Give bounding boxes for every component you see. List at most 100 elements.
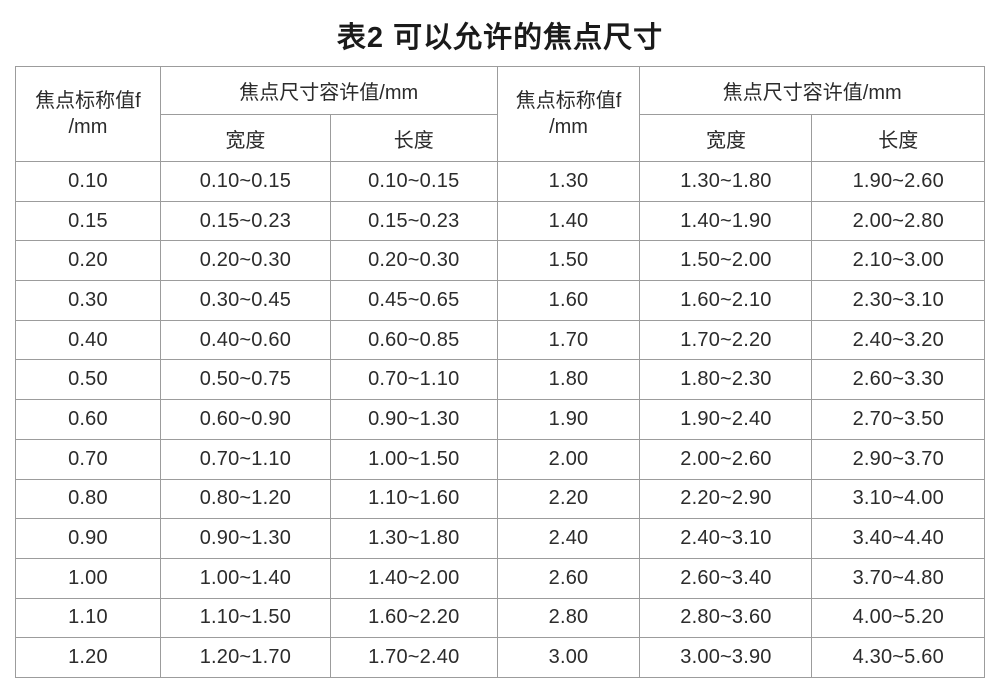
cell-length-left: 0.70~1.10	[329, 359, 498, 401]
cell-width-right: 1.80~2.30	[639, 359, 813, 401]
cell-length-right: 3.40~4.40	[811, 518, 985, 559]
cell-length-right: 3.10~4.00	[811, 478, 985, 520]
table-row: 0.50 0.50~0.75 0.70~1.10 1.80 1.80~2.30 2.60~…	[15, 359, 985, 401]
cell-width-left: 0.60~0.90	[159, 399, 331, 440]
cell-width-left: 0.10~0.15	[159, 161, 331, 202]
cell-nominal-left: 0.20	[15, 240, 161, 282]
cell-width-left: 1.20~1.70	[159, 637, 331, 678]
cell-length-right: 3.70~4.80	[811, 557, 985, 599]
header-tolerance-left: 焦点尺寸容许值/mm	[159, 66, 498, 115]
cell-width-right: 2.80~3.60	[639, 597, 813, 639]
cell-nominal-left: 0.40	[15, 319, 161, 361]
cell-length-left: 1.40~2.00	[329, 557, 498, 599]
cell-width-left: 0.40~0.60	[159, 319, 331, 361]
cell-length-left: 1.30~1.80	[329, 518, 498, 559]
cell-nominal-right: 1.90	[496, 399, 641, 440]
header-tolerance-right: 焦点尺寸容许值/mm	[639, 66, 985, 115]
cell-width-right: 1.60~2.10	[639, 280, 813, 321]
cell-width-right: 1.70~2.20	[639, 319, 813, 361]
header-width-right: 宽度	[639, 114, 813, 162]
cell-width-left: 1.00~1.40	[159, 557, 331, 599]
header-nominal-left-line2: /mm	[68, 116, 108, 138]
cell-length-right: 2.00~2.80	[811, 200, 985, 242]
table-row: 0.60 0.60~0.90 0.90~1.30 1.90 1.90~2.40 2.70~…	[15, 399, 985, 440]
cell-nominal-left: 0.10	[15, 161, 161, 202]
cell-width-right: 1.50~2.00	[639, 240, 813, 282]
cell-length-left: 0.45~0.65	[329, 280, 498, 321]
cell-width-left: 0.80~1.20	[159, 478, 331, 520]
cell-length-right: 2.60~3.30	[811, 359, 985, 401]
cell-nominal-right: 2.80	[496, 597, 641, 639]
table-row: 0.20 0.20~0.30 0.20~0.30 1.50 1.50~2.00 2.10~…	[15, 240, 985, 282]
cell-length-left: 1.70~2.40	[329, 637, 498, 678]
cell-width-left: 0.30~0.45	[159, 280, 331, 321]
cell-length-right: 2.90~3.70	[811, 438, 985, 480]
cell-length-left: 0.90~1.30	[329, 399, 498, 440]
cell-length-left: 0.60~0.85	[329, 319, 498, 361]
cell-nominal-right: 2.60	[496, 557, 641, 599]
cell-width-left: 0.20~0.30	[159, 240, 331, 282]
cell-nominal-right: 1.40	[496, 200, 641, 242]
cell-length-left: 0.10~0.15	[329, 161, 498, 202]
header-nominal-right-line2: /mm	[549, 116, 588, 138]
cell-nominal-left: 0.70	[15, 438, 161, 480]
cell-nominal-right: 2.00	[496, 438, 641, 480]
cell-length-left: 1.60~2.20	[329, 597, 498, 639]
cell-nominal-left: 0.80	[15, 478, 161, 520]
table-body: 0.10 0.10~0.15 0.10~0.15 1.30 1.30~1.80 1.90~…	[15, 161, 985, 678]
cell-nominal-right: 1.30	[496, 161, 641, 202]
cell-width-left: 0.70~1.10	[159, 438, 331, 480]
header-row-sub: 宽度 长度 宽度 长度	[16, 114, 985, 162]
table-row: 0.15 0.15~0.23 0.15~0.23 1.40 1.40~1.90 2.00~…	[15, 200, 985, 242]
table-row: 1.00 1.00~1.40 1.40~2.00 2.60 2.60~3.40 3.70~…	[15, 557, 985, 599]
table-row: 0.90 0.90~1.30 1.30~1.80 2.40 2.40~3.10 3.40~…	[15, 518, 985, 559]
cell-nominal-right: 1.80	[496, 359, 641, 401]
cell-length-right: 2.30~3.10	[811, 280, 985, 321]
cell-length-right: 2.70~3.50	[811, 399, 985, 440]
cell-length-right: 4.30~5.60	[811, 637, 985, 678]
cell-nominal-right: 2.40	[496, 518, 641, 559]
focal-spot-size-table: 焦点标称值f /mm 焦点尺寸容许值/mm 焦点标称值f /mm 焦点尺寸容许值…	[15, 66, 985, 678]
cell-length-left: 0.15~0.23	[329, 200, 498, 242]
cell-nominal-left: 0.30	[15, 280, 161, 321]
table-row: 0.10 0.10~0.15 0.10~0.15 1.30 1.30~1.80 1.90~…	[15, 161, 985, 202]
cell-width-right: 1.40~1.90	[639, 200, 813, 242]
cell-length-left: 1.00~1.50	[329, 438, 498, 480]
header-nominal-left: 焦点标称值f /mm	[15, 66, 161, 162]
table-row: 0.70 0.70~1.10 1.00~1.50 2.00 2.00~2.60 2.90~…	[15, 438, 985, 480]
header-nominal-right-line1: 焦点标称值f	[515, 90, 622, 112]
header-row-top: 焦点标称值f /mm 焦点尺寸容许值/mm 焦点标称值f /mm 焦点尺寸容许值…	[15, 66, 985, 162]
table-row: 0.80 0.80~1.20 1.10~1.60 2.20 2.20~2.90 3.10~…	[15, 478, 985, 520]
page-title: 表2 可以允许的焦点尺寸	[336, 22, 664, 54]
header-length-right: 长度	[811, 114, 985, 162]
table-header: 焦点标称值f /mm 焦点尺寸容许值/mm 焦点标称值f /mm 焦点尺寸容许值…	[15, 66, 985, 162]
cell-nominal-left: 1.00	[15, 557, 161, 599]
table-row: 1.10 1.10~1.50 1.60~2.20 2.80 2.80~3.60 4.00~…	[15, 597, 985, 639]
cell-nominal-left: 0.15	[15, 200, 161, 242]
cell-nominal-right: 1.70	[496, 319, 641, 361]
cell-nominal-left: 1.10	[15, 597, 161, 639]
cell-length-right: 2.10~3.00	[811, 240, 985, 282]
cell-width-right: 1.30~1.80	[639, 161, 813, 202]
cell-width-left: 0.50~0.75	[159, 359, 331, 401]
table-row: 0.30 0.30~0.45 0.45~0.65 1.60 1.60~2.10 2.30~…	[15, 280, 985, 321]
cell-length-right: 4.00~5.20	[811, 597, 985, 639]
cell-nominal-left: 0.90	[15, 518, 161, 559]
header-length-left: 长度	[329, 114, 498, 162]
header-width-left: 宽度	[159, 114, 331, 162]
cell-width-left: 0.90~1.30	[159, 518, 331, 559]
cell-width-right: 3.00~3.90	[639, 637, 813, 678]
cell-length-right: 2.40~3.20	[811, 319, 985, 361]
header-nominal-left-line1: 焦点标称值f	[35, 90, 141, 112]
cell-width-right: 2.00~2.60	[639, 438, 813, 480]
cell-nominal-right: 2.20	[496, 478, 641, 520]
cell-width-right: 1.90~2.40	[639, 399, 813, 440]
table-row: 1.20 1.20~1.70 1.70~2.40 3.00 3.00~3.90 4.30~…	[15, 637, 985, 678]
cell-nominal-left: 0.60	[15, 399, 161, 440]
cell-width-left: 0.15~0.23	[159, 200, 331, 242]
cell-width-right: 2.20~2.90	[639, 478, 813, 520]
cell-nominal-right: 3.00	[496, 637, 641, 678]
cell-nominal-right: 1.60	[496, 280, 641, 321]
cell-width-right: 2.60~3.40	[639, 557, 813, 599]
